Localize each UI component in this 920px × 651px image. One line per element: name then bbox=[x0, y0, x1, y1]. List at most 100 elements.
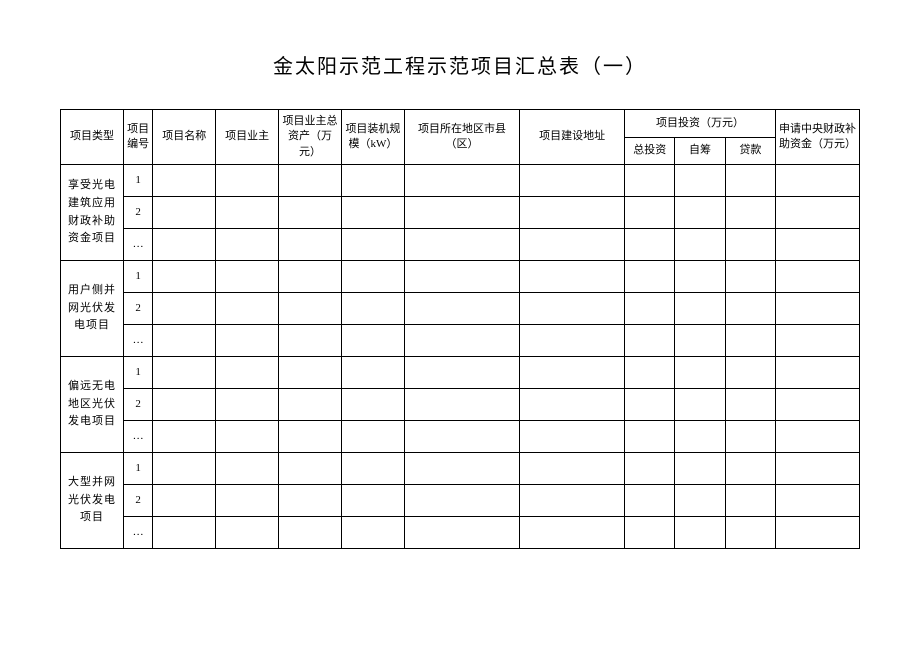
table-row: 2 bbox=[61, 293, 860, 325]
empty-cell bbox=[216, 293, 279, 325]
empty-cell bbox=[216, 261, 279, 293]
table-body: 享受光电建筑应用财政补助资金项目12…用户侧并网光伏发电项目12…偏远无电地区光… bbox=[61, 165, 860, 549]
empty-cell bbox=[520, 389, 625, 421]
empty-cell bbox=[341, 357, 404, 389]
empty-cell bbox=[216, 357, 279, 389]
empty-cell bbox=[341, 293, 404, 325]
empty-cell bbox=[216, 453, 279, 485]
empty-cell bbox=[625, 485, 675, 517]
empty-cell bbox=[153, 261, 216, 293]
empty-cell bbox=[520, 517, 625, 549]
empty-cell bbox=[776, 229, 860, 261]
th-owner: 项目业主 bbox=[216, 110, 279, 165]
empty-cell bbox=[725, 229, 775, 261]
table-row: … bbox=[61, 421, 860, 453]
empty-cell bbox=[341, 453, 404, 485]
empty-cell bbox=[675, 229, 725, 261]
th-invest-total: 总投资 bbox=[625, 137, 675, 165]
empty-cell bbox=[520, 421, 625, 453]
empty-cell bbox=[216, 389, 279, 421]
empty-cell bbox=[279, 293, 342, 325]
table-row: … bbox=[61, 325, 860, 357]
empty-cell bbox=[725, 453, 775, 485]
empty-cell bbox=[776, 197, 860, 229]
table-row: 偏远无电地区光伏发电项目1 bbox=[61, 357, 860, 389]
empty-cell bbox=[725, 389, 775, 421]
empty-cell bbox=[404, 165, 519, 197]
empty-cell bbox=[279, 517, 342, 549]
th-type: 项目类型 bbox=[61, 110, 124, 165]
empty-cell bbox=[520, 325, 625, 357]
page-title: 金太阳示范工程示范项目汇总表（一） bbox=[60, 50, 860, 79]
empty-cell bbox=[404, 357, 519, 389]
empty-cell bbox=[675, 453, 725, 485]
empty-cell bbox=[625, 421, 675, 453]
empty-cell bbox=[404, 517, 519, 549]
empty-cell bbox=[520, 357, 625, 389]
th-assets: 项目业主总资产（万元） bbox=[279, 110, 342, 165]
row-no: 2 bbox=[123, 197, 152, 229]
empty-cell bbox=[625, 261, 675, 293]
table-row: 2 bbox=[61, 197, 860, 229]
row-no: 2 bbox=[123, 389, 152, 421]
empty-cell bbox=[625, 229, 675, 261]
empty-cell bbox=[153, 485, 216, 517]
empty-cell bbox=[404, 197, 519, 229]
empty-cell bbox=[279, 389, 342, 421]
th-address: 项目建设地址 bbox=[520, 110, 625, 165]
empty-cell bbox=[153, 325, 216, 357]
row-no: 1 bbox=[123, 165, 152, 197]
empty-cell bbox=[153, 421, 216, 453]
table-row: … bbox=[61, 229, 860, 261]
summary-table: 项目类型 项目编号 项目名称 项目业主 项目业主总资产（万元） 项目装机规模（k… bbox=[60, 109, 860, 549]
empty-cell bbox=[675, 325, 725, 357]
empty-cell bbox=[216, 325, 279, 357]
empty-cell bbox=[341, 517, 404, 549]
empty-cell bbox=[279, 165, 342, 197]
empty-cell bbox=[279, 485, 342, 517]
empty-cell bbox=[279, 357, 342, 389]
empty-cell bbox=[725, 293, 775, 325]
table-row: 2 bbox=[61, 485, 860, 517]
empty-cell bbox=[675, 517, 725, 549]
table-row: 大型并网光伏发电项目1 bbox=[61, 453, 860, 485]
empty-cell bbox=[153, 293, 216, 325]
empty-cell bbox=[404, 389, 519, 421]
empty-cell bbox=[404, 261, 519, 293]
empty-cell bbox=[776, 421, 860, 453]
empty-cell bbox=[216, 485, 279, 517]
empty-cell bbox=[279, 197, 342, 229]
empty-cell bbox=[520, 165, 625, 197]
empty-cell bbox=[725, 165, 775, 197]
empty-cell bbox=[341, 389, 404, 421]
empty-cell bbox=[153, 517, 216, 549]
empty-cell bbox=[404, 453, 519, 485]
th-invest-loan: 贷款 bbox=[725, 137, 775, 165]
row-no: 2 bbox=[123, 293, 152, 325]
empty-cell bbox=[625, 453, 675, 485]
empty-cell bbox=[153, 389, 216, 421]
empty-cell bbox=[776, 485, 860, 517]
empty-cell bbox=[520, 229, 625, 261]
empty-cell bbox=[341, 229, 404, 261]
th-invest-group: 项目投资（万元） bbox=[625, 110, 776, 138]
empty-cell bbox=[776, 517, 860, 549]
empty-cell bbox=[341, 261, 404, 293]
empty-cell bbox=[520, 485, 625, 517]
empty-cell bbox=[341, 197, 404, 229]
empty-cell bbox=[520, 261, 625, 293]
empty-cell bbox=[153, 453, 216, 485]
empty-cell bbox=[675, 293, 725, 325]
empty-cell bbox=[279, 261, 342, 293]
empty-cell bbox=[341, 165, 404, 197]
category-cell: 用户侧并网光伏发电项目 bbox=[61, 261, 124, 357]
th-size: 项目装机规模（kW） bbox=[341, 110, 404, 165]
empty-cell bbox=[625, 293, 675, 325]
empty-cell bbox=[625, 165, 675, 197]
empty-cell bbox=[675, 421, 725, 453]
th-location: 项目所在地区市县（区） bbox=[404, 110, 519, 165]
empty-cell bbox=[675, 197, 725, 229]
empty-cell bbox=[153, 197, 216, 229]
empty-cell bbox=[776, 453, 860, 485]
row-no: 2 bbox=[123, 485, 152, 517]
